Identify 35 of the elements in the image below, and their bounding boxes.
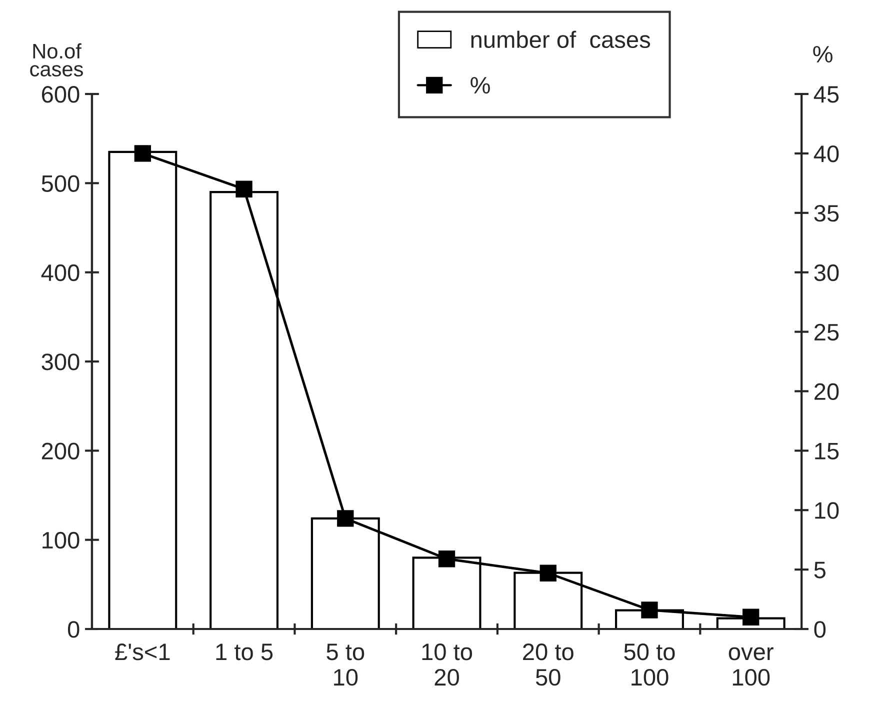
point	[540, 564, 556, 582]
x-tick-label: over 100	[728, 647, 774, 686]
x-tick-label: 1 to 5	[216, 644, 273, 660]
x-tick-label: 10 to 20	[422, 644, 472, 686]
point	[236, 180, 252, 198]
x-tick-label: £'s<1	[115, 644, 170, 660]
x-tick-label: 20 to 50	[523, 644, 574, 686]
y-axis-title: No.of cases	[30, 43, 83, 76]
legend-label: %	[470, 77, 490, 94]
y2-tick-label: 20	[814, 383, 839, 400]
point	[134, 145, 151, 162]
y2-tick-label: 5	[814, 562, 826, 578]
y-tick-label: 300	[42, 354, 80, 370]
y2-tick-label: 30	[814, 264, 839, 282]
x-tick-label: 50 to 100	[624, 644, 675, 686]
y2-tick-label: 35	[814, 204, 839, 222]
y2-tick-label: 10	[815, 502, 839, 519]
y2-tick-label: 40	[814, 146, 839, 162]
point	[742, 608, 760, 626]
y2-tick-label: 0	[814, 621, 826, 638]
point	[641, 602, 658, 618]
y-tick-label: 500	[42, 175, 80, 192]
y2-tick-label: 45	[814, 86, 839, 103]
y2-axis-title: %	[813, 46, 832, 62]
legend-label: number of cases	[471, 30, 650, 48]
y-tick-label: 200	[42, 442, 80, 460]
y-tick-label: 100	[42, 532, 80, 549]
y-tick-label: 600	[42, 86, 80, 103]
y-tick-label: 0	[68, 621, 80, 638]
y2-tick-label: 15	[815, 442, 839, 460]
y2-tick-label: 25	[814, 324, 839, 341]
y-tick-label: 400	[41, 264, 80, 282]
point	[438, 550, 456, 568]
x-tick-label: 5 to 10	[326, 644, 364, 686]
point	[337, 510, 354, 527]
